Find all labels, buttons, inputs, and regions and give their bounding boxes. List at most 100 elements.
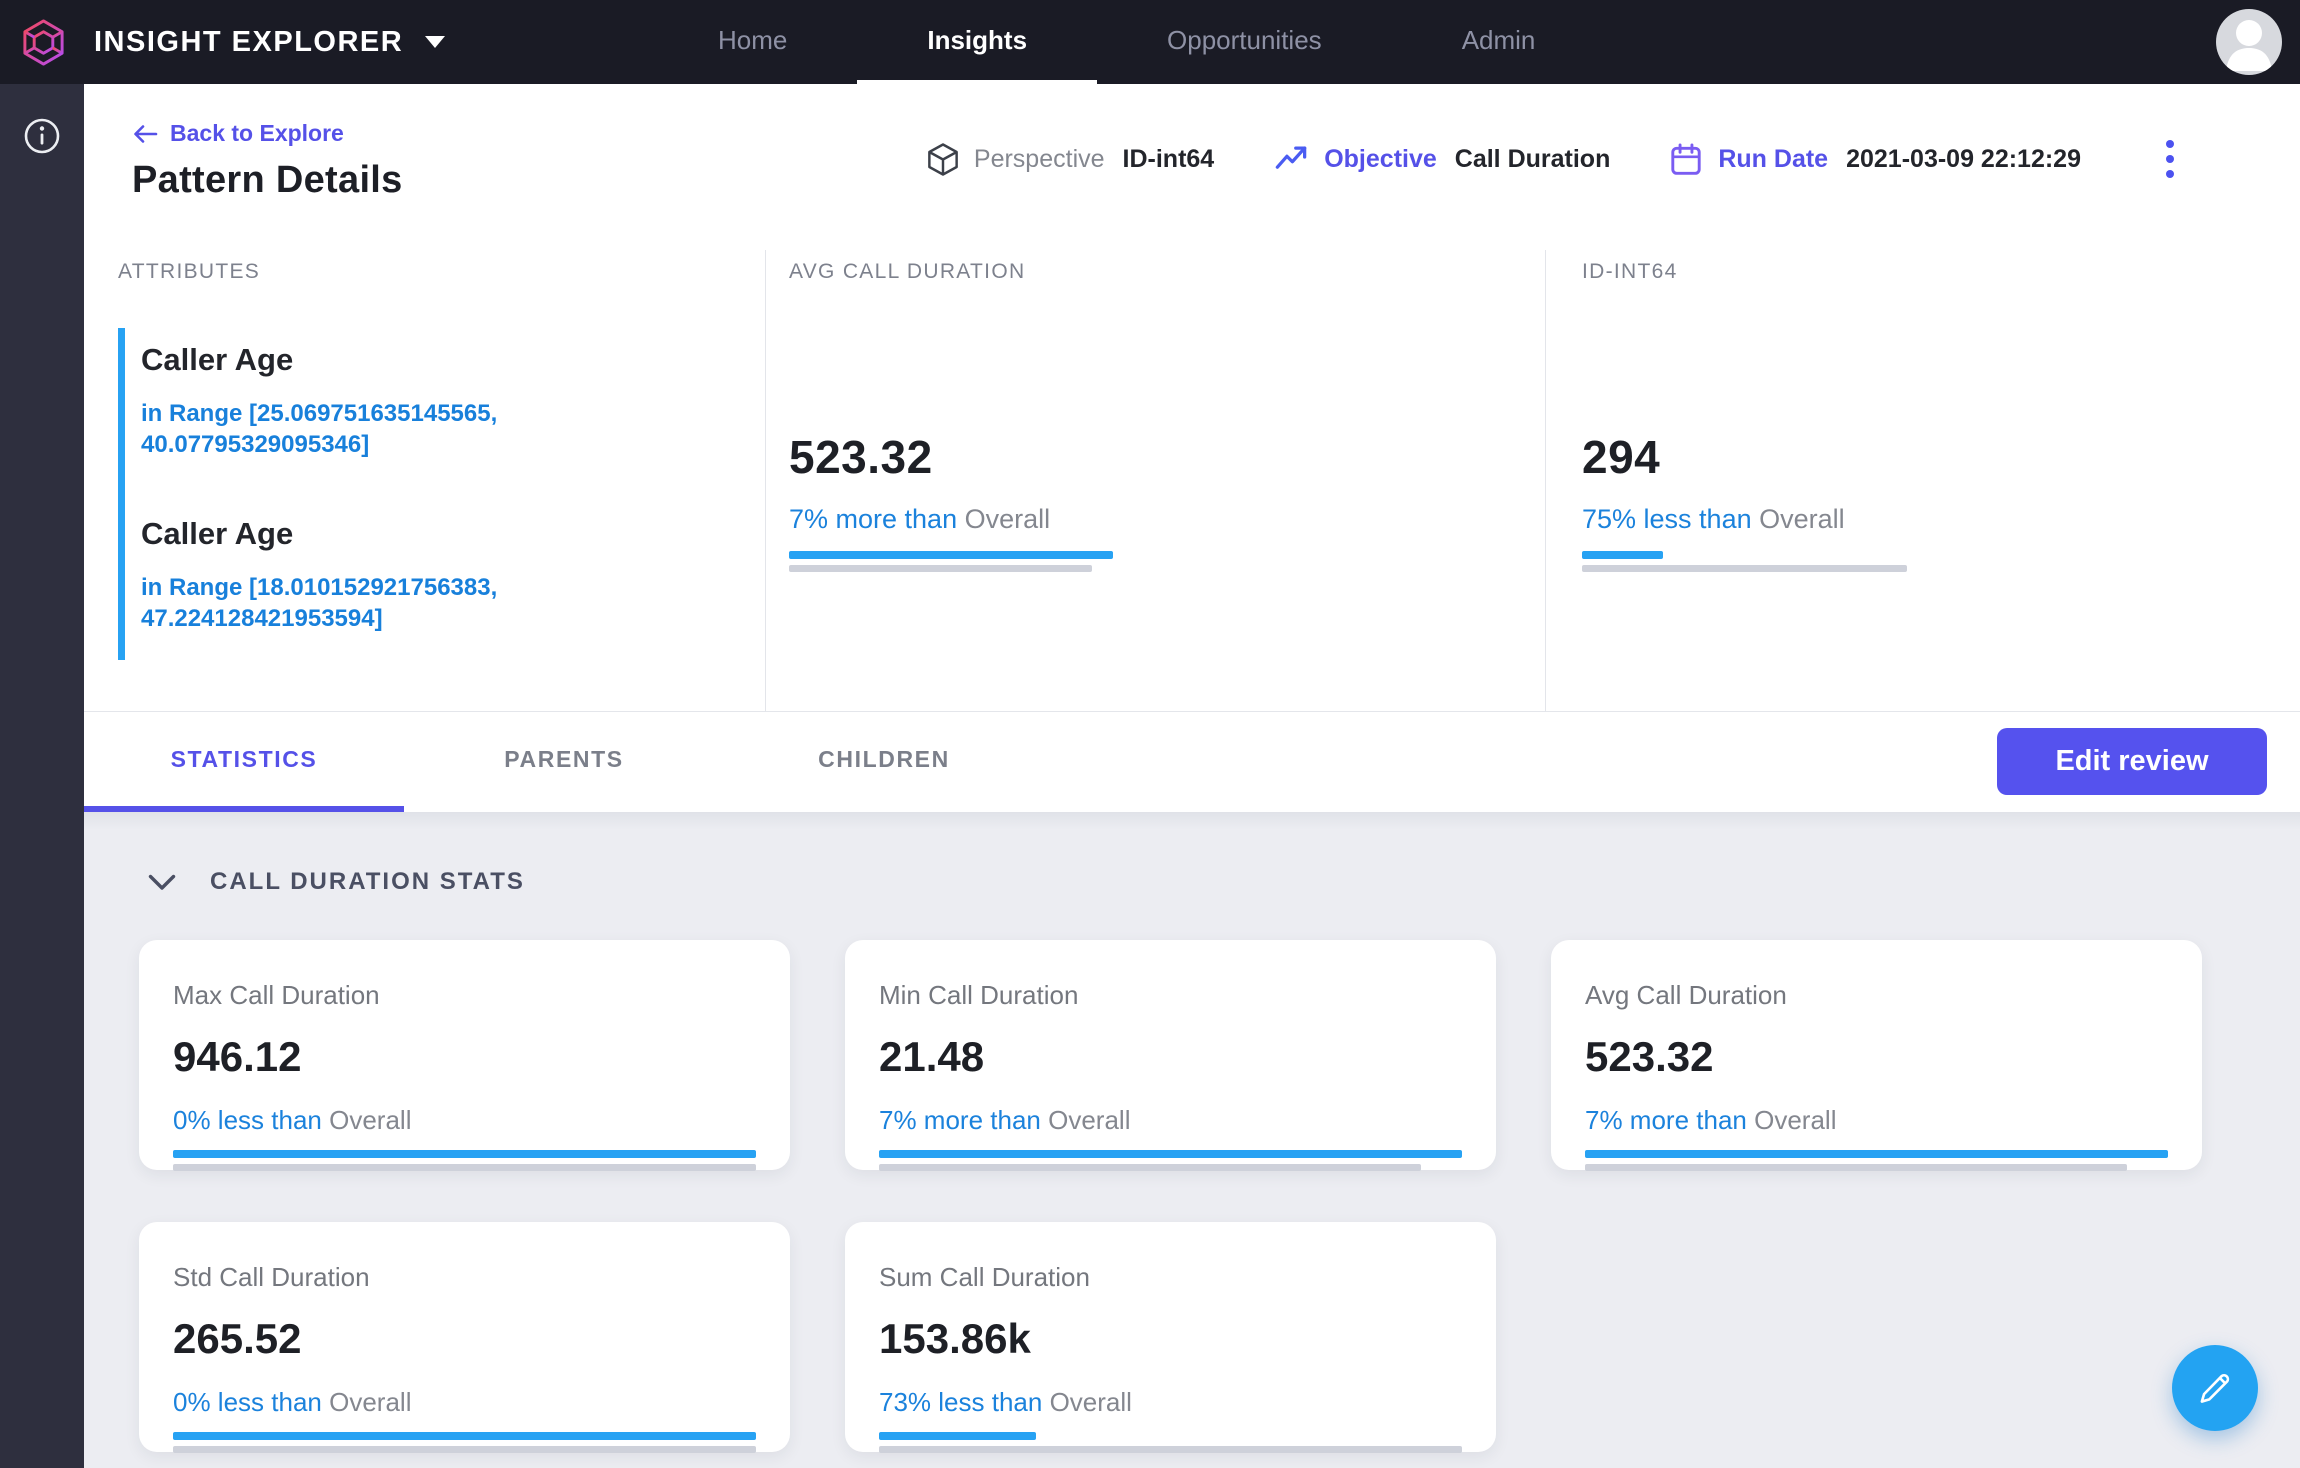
empty-grid-cell xyxy=(1551,1222,2202,1452)
objective-label: Objective xyxy=(1324,144,1437,173)
more-options-kebab-icon[interactable] xyxy=(2165,138,2175,180)
overall-bar xyxy=(879,1446,1462,1453)
user-avatar[interactable] xyxy=(2216,9,2282,75)
attribute-name: Caller Age xyxy=(141,516,294,551)
attributes-block: Caller Age in Range [25.069751635145565,… xyxy=(118,328,765,660)
perspective-label: Perspective xyxy=(973,144,1105,173)
attributes-column-label: ATTRIBUTES xyxy=(118,260,261,283)
metric-delta: 75% less than Overall xyxy=(1582,504,2300,535)
stat-delta: 7% more than Overall xyxy=(879,1105,1462,1136)
main-content: Back to Explore Pattern Details Perspect… xyxy=(84,84,2300,1468)
metric-column-label: ID-INT64 xyxy=(1582,260,1678,283)
delta-baseline: Overall xyxy=(329,1387,412,1417)
stat-value: 153.86k xyxy=(879,1315,1031,1362)
tab-statistics[interactable]: STATISTICS xyxy=(84,712,404,812)
stat-card-std-call-duration: Std Call Duration 265.52 0% less than Ov… xyxy=(139,1222,790,1453)
left-sidebar xyxy=(0,84,84,1468)
meta-objective: Objective Call Duration xyxy=(1274,144,1610,174)
value-bar xyxy=(1582,551,1663,559)
primary-nav: Home Insights Opportunities Admin xyxy=(648,0,1605,84)
delta-text: 7% more than xyxy=(1585,1105,1747,1135)
brand-menu[interactable]: INSIGHT EXPLORER xyxy=(0,18,446,66)
tab-children[interactable]: CHILDREN xyxy=(818,745,950,772)
nav-item-admin[interactable]: Admin xyxy=(1461,24,1536,55)
value-bar xyxy=(1585,1150,2168,1158)
comparison-bars xyxy=(789,551,1545,572)
pattern-overview-panel: Back to Explore Pattern Details Perspect… xyxy=(84,84,2300,716)
metric-value: 523.32 xyxy=(789,431,933,483)
delta-text: 0% less than xyxy=(173,1105,322,1135)
delta-text: 73% less than xyxy=(879,1387,1043,1417)
metric-value: 294 xyxy=(1582,431,1661,483)
attribute-condition: in Range [18.010152921756383, 47.2241284… xyxy=(141,574,498,632)
objective-value: Call Duration xyxy=(1454,144,1611,173)
attributes-column: ATTRIBUTES Caller Age in Range [25.06975… xyxy=(84,250,765,716)
meta-run-date: Run Date 2021-03-09 22:12:29 xyxy=(1670,143,2081,176)
pencil-icon xyxy=(2200,1374,2230,1403)
stat-card-sum-call-duration: Sum Call Duration 153.86k 73% less than … xyxy=(845,1222,1496,1453)
arrow-left-icon xyxy=(134,124,158,143)
attribute-item: Caller Age in Range [25.069751635145565,… xyxy=(141,342,765,460)
stat-label: Max Call Duration xyxy=(173,980,380,1010)
info-icon[interactable] xyxy=(23,117,61,155)
delta-baseline: Overall xyxy=(329,1105,412,1135)
delta-text: 7% more than xyxy=(879,1105,1041,1135)
nav-item-opportunities[interactable]: Opportunities xyxy=(1167,24,1322,55)
delta-baseline: Overall xyxy=(964,504,1051,534)
delta-baseline: Overall xyxy=(1754,1105,1837,1135)
stat-card-avg-call-duration: Avg Call Duration 523.32 7% more than Ov… xyxy=(1551,940,2202,1171)
overall-bar xyxy=(173,1164,756,1171)
stat-label: Avg Call Duration xyxy=(1585,980,1787,1010)
section-title: CALL DURATION STATS xyxy=(210,868,525,895)
nav-item-insights[interactable]: Insights xyxy=(857,0,1098,84)
attribute-item: Caller Age in Range [18.010152921756383,… xyxy=(141,516,765,634)
back-to-explore-link[interactable]: Back to Explore xyxy=(132,120,403,147)
tab-parents[interactable]: PARENTS xyxy=(504,745,624,772)
delta-baseline: Overall xyxy=(1759,504,1845,534)
brand-caret-down-icon[interactable] xyxy=(425,36,446,48)
perspective-value: ID-int64 xyxy=(1122,144,1215,173)
nav-item-home[interactable]: Home xyxy=(718,24,788,55)
cube-icon xyxy=(928,142,958,176)
stat-value: 21.48 xyxy=(879,1033,985,1080)
stat-value: 265.52 xyxy=(173,1315,302,1362)
brand-gem-logo-icon xyxy=(23,18,64,66)
top-nav-bar: INSIGHT EXPLORER Home Insights Opportuni… xyxy=(0,0,2300,84)
value-bar xyxy=(879,1432,1037,1440)
overall-bar xyxy=(1582,565,1907,572)
overview-columns: ATTRIBUTES Caller Age in Range [25.06975… xyxy=(84,250,2300,716)
metric-column-avg-call-duration: AVG CALL DURATION 523.32 7% more than Ov… xyxy=(765,250,1545,716)
stats-cards-grid: Max Call Duration 946.12 0% less than Ov… xyxy=(139,940,2300,1453)
metric-column-id-int64: ID-INT64 294 75% less than Overall xyxy=(1545,250,2300,716)
call-duration-stats-section-header[interactable]: CALL DURATION STATS xyxy=(84,812,2300,896)
run-date-value: 2021-03-09 22:12:29 xyxy=(1846,144,2081,173)
delta-baseline: Overall xyxy=(1049,1387,1132,1417)
delta-text: 0% less than xyxy=(173,1387,322,1417)
stat-delta: 0% less than Overall xyxy=(173,1105,756,1136)
chevron-down-icon xyxy=(148,874,176,890)
page-title: Pattern Details xyxy=(132,159,403,201)
pattern-meta: Perspective ID-int64 Objective Call Dura… xyxy=(928,136,2175,182)
stat-label: Sum Call Duration xyxy=(879,1262,1090,1292)
comparison-bars xyxy=(173,1432,756,1453)
edit-fab-button[interactable] xyxy=(2172,1345,2258,1431)
value-bar xyxy=(173,1150,756,1158)
edit-review-button[interactable]: Edit review xyxy=(1997,728,2267,795)
stat-delta: 73% less than Overall xyxy=(879,1387,1462,1418)
calendar-icon xyxy=(1670,143,1702,176)
overall-bar xyxy=(173,1446,756,1453)
comparison-bars xyxy=(1585,1150,2168,1171)
trend-up-icon xyxy=(1274,144,1308,174)
comparison-bars xyxy=(879,1150,1462,1171)
person-silhouette-icon xyxy=(2226,20,2272,71)
overall-bar xyxy=(789,565,1092,572)
value-bar xyxy=(789,551,1113,559)
delta-baseline: Overall xyxy=(1048,1105,1131,1135)
metric-body: 294 75% less than Overall xyxy=(1582,430,2300,572)
stat-delta: 7% more than Overall xyxy=(1585,1105,2168,1136)
stat-card-min-call-duration: Min Call Duration 21.48 7% more than Ove… xyxy=(845,940,1496,1171)
value-bar xyxy=(879,1150,1462,1158)
overall-bar xyxy=(1585,1164,2128,1171)
stat-value: 946.12 xyxy=(173,1033,302,1080)
run-date-label: Run Date xyxy=(1718,144,1829,173)
